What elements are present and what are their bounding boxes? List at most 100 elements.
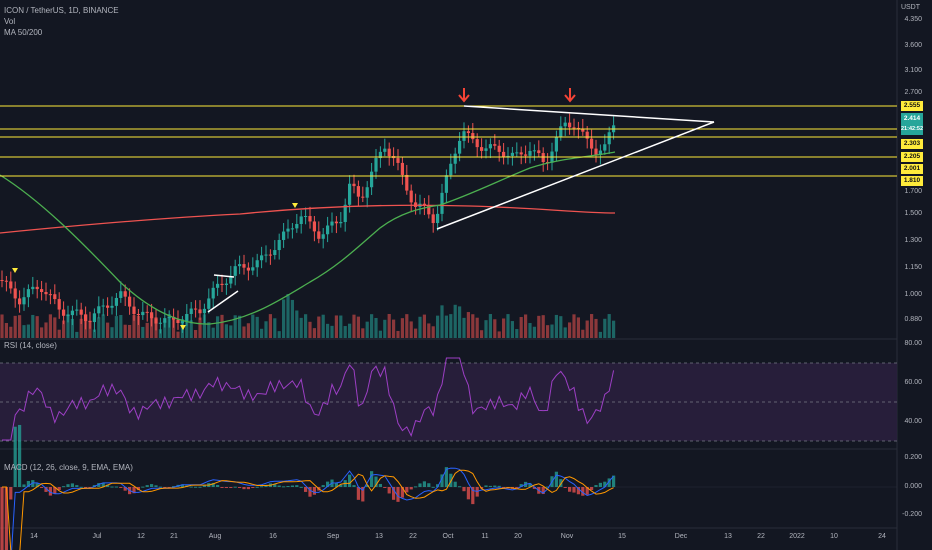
candle-body[interactable] [554, 136, 558, 152]
candle-body[interactable] [194, 308, 198, 310]
candle-body[interactable] [387, 148, 391, 157]
candle-body[interactable] [352, 183, 356, 187]
candle-body[interactable] [136, 313, 140, 316]
candle-body[interactable] [282, 231, 286, 240]
candle-body[interactable] [229, 275, 233, 284]
candle-body[interactable] [238, 264, 242, 267]
candle-body[interactable] [185, 313, 189, 322]
candle-body[interactable] [304, 216, 308, 218]
candle-body[interactable] [128, 296, 132, 307]
upper-trendline[interactable] [463, 105, 715, 123]
candle-body[interactable] [427, 205, 431, 215]
candle-body[interactable] [255, 260, 259, 268]
candle-body[interactable] [515, 152, 519, 154]
candle-body[interactable] [216, 283, 220, 288]
candle-body[interactable] [53, 294, 57, 300]
candle-body[interactable] [348, 183, 352, 205]
candle-body[interactable] [48, 294, 52, 296]
candle-body[interactable] [458, 140, 462, 154]
macd-legend[interactable]: MACD (12, 26, close, 9, EMA, EMA) [4, 463, 133, 472]
candle-body[interactable] [101, 305, 105, 307]
candle-body[interactable] [497, 145, 501, 152]
candle-body[interactable] [396, 158, 400, 163]
ma-legend[interactable]: MA 50/200 [4, 28, 43, 37]
candle-body[interactable] [246, 267, 250, 271]
candle-body[interactable] [277, 239, 281, 251]
candle-body[interactable] [198, 309, 202, 314]
candle-body[interactable] [440, 192, 444, 214]
candle-body[interactable] [462, 131, 466, 141]
candle-body[interactable] [326, 225, 330, 235]
candle-body[interactable] [568, 122, 572, 128]
candle-body[interactable] [114, 297, 118, 306]
candle-body[interactable] [431, 214, 435, 224]
candle-body[interactable] [453, 153, 457, 164]
candle-body[interactable] [154, 318, 158, 324]
candle-body[interactable] [383, 148, 387, 152]
candle-body[interactable] [172, 316, 176, 320]
candle-body[interactable] [590, 138, 594, 149]
candle-body[interactable] [361, 196, 365, 198]
candle-body[interactable] [581, 128, 585, 132]
candle-body[interactable] [211, 287, 215, 299]
candle-body[interactable] [607, 132, 611, 145]
candle-body[interactable] [409, 190, 413, 203]
candle-body[interactable] [0, 280, 4, 281]
candle-body[interactable] [40, 289, 44, 292]
candle-body[interactable] [145, 311, 149, 313]
candle-body[interactable] [273, 250, 277, 255]
candle-body[interactable] [207, 298, 211, 309]
candle-body[interactable] [35, 286, 39, 290]
candle-body[interactable] [317, 231, 321, 239]
small-trendline-2[interactable] [213, 274, 235, 278]
candle-body[interactable] [598, 150, 602, 155]
symbol-legend[interactable]: ICON / TetherUS, 1D, BINANCE [4, 6, 119, 15]
candle-body[interactable] [537, 150, 541, 154]
candle-body[interactable] [189, 308, 193, 314]
candle-body[interactable] [466, 131, 470, 134]
candle-body[interactable] [251, 267, 255, 271]
candle-body[interactable] [264, 254, 268, 256]
volume-legend[interactable]: Vol [4, 17, 16, 26]
candle-body[interactable] [449, 163, 453, 176]
candle-body[interactable] [572, 127, 576, 129]
candle-body[interactable] [524, 154, 528, 156]
candle-body[interactable] [422, 203, 426, 206]
candle-body[interactable] [444, 175, 448, 193]
candle-body[interactable] [378, 151, 382, 159]
candle-body[interactable] [502, 151, 506, 157]
candle-body[interactable] [299, 216, 303, 224]
candle-body[interactable] [370, 171, 374, 188]
candle-body[interactable] [510, 152, 514, 156]
support-resistance-lines[interactable] [0, 105, 897, 177]
candle-body[interactable] [97, 306, 101, 314]
candle-body[interactable] [603, 144, 607, 151]
candle-body[interactable] [158, 322, 162, 324]
candle-body[interactable] [4, 280, 8, 282]
small-trendline-1[interactable] [207, 290, 239, 313]
candle-body[interactable] [57, 299, 61, 310]
candle-body[interactable] [475, 139, 479, 148]
candle-body[interactable] [18, 298, 22, 305]
candle-body[interactable] [62, 309, 66, 316]
candle-body[interactable] [334, 221, 338, 224]
candle-body[interactable] [471, 133, 475, 140]
candle-body[interactable] [400, 162, 404, 175]
candle-body[interactable] [13, 288, 17, 299]
candle-body[interactable] [163, 318, 167, 323]
candle-body[interactable] [84, 314, 88, 322]
candle-body[interactable] [31, 286, 35, 290]
candle-body[interactable] [528, 150, 532, 156]
rsi-legend[interactable]: RSI (14, close) [4, 341, 57, 350]
candle-body[interactable] [176, 319, 180, 324]
candle-body[interactable] [92, 313, 96, 323]
candle-body[interactable] [268, 254, 272, 256]
candle-body[interactable] [119, 291, 123, 298]
candle-body[interactable] [484, 148, 488, 151]
lower-trendline[interactable] [436, 121, 715, 230]
candle-body[interactable] [260, 255, 264, 261]
candle-body[interactable] [594, 148, 598, 155]
candle-body[interactable] [132, 306, 136, 314]
candle-body[interactable] [339, 222, 343, 224]
candle-body[interactable] [295, 223, 299, 229]
